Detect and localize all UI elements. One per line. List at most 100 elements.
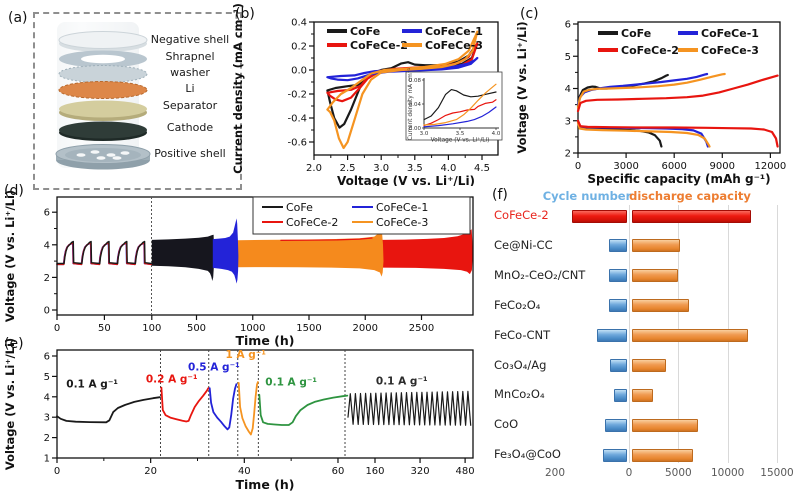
cell-component-negative-shell	[58, 31, 148, 52]
rate-label: 0.5 A g⁻¹	[188, 361, 240, 373]
cycling-stability-chart: 0 50 100 500 1000 1500 2000 2500 0 2 4 6 Time (h) Vol…	[3, 190, 474, 348]
rate-label: 0.1 A g⁻¹	[66, 379, 118, 391]
inset-y-label: Current density mA cm⁻¹	[407, 68, 414, 140]
legend-label-CoFeCe-1: CoFeCe-1	[425, 25, 483, 38]
legend-label-CoFe: CoFe	[286, 201, 313, 214]
tick-label: 480	[456, 466, 475, 477]
tick-label: 6	[44, 208, 50, 219]
tick-label: 100	[142, 323, 161, 334]
rate-capability-chart: 0 20 40 60 160 320 480 1 2 3 4 5 6 Time (h) Voltage (V…	[3, 338, 475, 492]
tick-label: 2500	[409, 323, 434, 334]
tick-label: 320	[411, 466, 430, 477]
cell-component-li	[58, 81, 148, 99]
panel-f-label: (f)	[492, 187, 508, 203]
tick-label: 0	[575, 161, 581, 172]
tick-label: -0.2	[287, 90, 307, 101]
cell-component-positive-shell	[55, 144, 151, 170]
category-label-5: FeCo-CNT	[494, 327, 551, 342]
pulse-CoFe	[56, 240, 152, 265]
tick-label: 0.00	[409, 126, 422, 132]
component-label-3: washer	[170, 66, 210, 79]
axis-tick-label: 10000	[710, 467, 745, 479]
cell-component-cathode	[59, 121, 147, 141]
charge-curve-CoFeCe-3	[576, 72, 726, 109]
rate-segment-0.2Ag⁻¹	[160, 386, 210, 423]
axis-tick-label: 200	[544, 467, 566, 479]
x-axis-label: Time (h)	[236, 333, 295, 348]
discharge-curve-CoFeCe-2	[576, 119, 779, 148]
tick-label: 4.0	[492, 131, 501, 137]
axis-tick-label: 5000	[664, 467, 692, 479]
tick-label: 500	[187, 323, 206, 334]
tick-label: 20	[144, 466, 157, 477]
inset-curve-CoFeCe-1	[423, 106, 497, 128]
tick-label: 9000	[710, 161, 735, 172]
tick-label: 1	[44, 454, 50, 465]
component-label-2: Shrapnel	[165, 50, 215, 63]
tick-label: 60	[332, 466, 345, 477]
cycling-band-CoFeCe-3	[237, 230, 384, 277]
y-axis-label: Voltage (V vs. Li⁺/Li)	[3, 338, 17, 470]
cv-chart: 2.0 2.5 3.0 3.5 4.0 4.5 0.4 0.2 0.0 -0.2 -0.4 -0.6 V…	[231, 3, 503, 188]
cell-component-shrapnel	[59, 50, 147, 68]
tick-label: 50	[98, 323, 111, 334]
long-cycling-oscillation	[347, 390, 472, 426]
legend-box	[252, 196, 471, 235]
tick-label: 2.0	[306, 163, 322, 174]
coin-cell-schematic	[55, 31, 151, 170]
tick-label: 3.5	[456, 131, 465, 137]
tick-label: -0.4	[287, 114, 307, 125]
tick-label: 4.0	[440, 163, 456, 174]
shell-hole	[120, 151, 130, 155]
gridline	[777, 205, 778, 463]
shell-hole	[112, 156, 122, 160]
legend-label-CoFeCe-3: CoFeCe-3	[376, 216, 428, 229]
panel-a-coin-cell: (a) Negative shell Shrapnel washer Li Separa…	[0, 0, 245, 190]
tick-label: 0.2	[291, 42, 307, 53]
tick-label: 0.0	[291, 66, 307, 77]
tick-label: 3	[565, 116, 571, 127]
tick-label: 4.5	[474, 163, 490, 174]
cycle-number-bar-1	[571, 209, 627, 223]
cell-component-washer	[58, 65, 148, 83]
plot-box	[56, 349, 474, 459]
inset-curve-CoFeCe-2	[423, 99, 497, 127]
cv-curve-CoFeCe-1	[326, 56, 479, 82]
x-axis-label: Time (h)	[236, 477, 295, 492]
tick-label: 2.5	[340, 163, 356, 174]
category-label-8: CoO	[494, 417, 519, 432]
category-label-9: Fe₃O₄@CoO	[494, 447, 561, 462]
panel-e-label: (e)	[4, 336, 24, 352]
axis-tick-label: 15000	[760, 467, 794, 479]
category-label-3: MnO₂-CeO₂/CNT	[494, 267, 586, 282]
legend-label-CoFeCe-2: CoFeCe-2	[286, 216, 338, 229]
tick-label: 6	[565, 20, 571, 31]
tick-label: -0.6	[287, 138, 307, 149]
inset-curve-CoFeCe-3	[423, 83, 497, 126]
category-label-6: Co₃O₄/Ag	[494, 357, 547, 372]
legend-label-CoFe: CoFe	[350, 25, 380, 38]
rate-segment-0.5Ag⁻¹	[208, 383, 238, 431]
cycle-number-bar-4	[608, 299, 627, 313]
x-axis-label: Specific capacity (mAh g⁻¹)	[587, 172, 770, 186]
component-label-7: Positive shell	[154, 147, 226, 160]
x-axis-label: Voltage (V vs. Li⁺/Li)	[337, 174, 475, 186]
tick-label: 4	[565, 84, 571, 95]
panel-d-cycling-chart: (d) 0 50 100 500 1000 1500 2000 2500 0 2 4 6 Time (h…	[0, 183, 490, 355]
cv-curve-CoFeCe-3	[326, 30, 479, 150]
tick-label: 2	[44, 273, 50, 284]
legend-label-CoFe: CoFe	[621, 27, 651, 40]
discharge-capacity-header: discharge capacity	[629, 189, 751, 203]
component-label-5: Separator	[162, 99, 218, 112]
rate-label: 0.1 A g⁻¹	[376, 376, 428, 388]
y-axis-label: Voltage (V vs. Li⁺/Li)	[515, 21, 529, 153]
inset-x-label: Voltage (V vs. Li⁺/Li)	[431, 137, 490, 144]
tick-label: 2	[565, 149, 571, 160]
discharge-capacity-bar-6	[632, 359, 666, 372]
shell-hole	[96, 156, 106, 160]
cycle-number-bar-3	[608, 269, 627, 283]
discharge-capacity-bar-2	[632, 239, 681, 253]
red-envelope-line	[280, 237, 373, 241]
rate-label: 0.2 A g⁻¹	[146, 374, 198, 386]
